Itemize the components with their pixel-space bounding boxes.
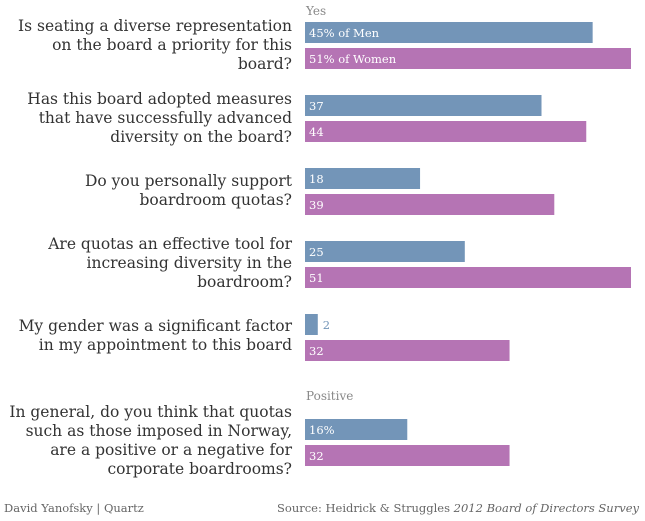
bar-q6-women [305, 445, 510, 466]
question-label-6: In general, do you think that quotas suc… [9, 403, 292, 478]
bar-label-q5-men: 2 [323, 318, 330, 332]
bar-label-q1-women: 51% of Women [309, 52, 397, 66]
bar-label-q3-women: 39 [309, 198, 324, 212]
bar-label-q2-men: 37 [309, 99, 324, 113]
bar-q2-women [305, 121, 587, 142]
question-label-3: Do you personally support boardroom quot… [84, 172, 292, 209]
source-title: 2012 Board of Directors Survey [453, 501, 639, 515]
bar-label-q2-women: 44 [309, 125, 324, 139]
bar-q4-men [305, 241, 465, 262]
bar-q1-women [305, 48, 631, 69]
question-label-2: Has this board adopted measures that hav… [27, 90, 292, 146]
bar-q5-women [305, 340, 510, 361]
bar-label-q3-men: 18 [309, 172, 324, 186]
bar-q2-men [305, 95, 542, 116]
question-label-4: Are quotas an effective tool for increas… [48, 235, 292, 291]
section-header-positive: Positive [306, 389, 354, 403]
bar-label-q4-men: 25 [309, 245, 324, 259]
source-text: Source: Heidrick & Struggles 2012 Board … [277, 501, 639, 515]
bar-label-q4-women: 51 [309, 271, 324, 285]
bar-q3-men [305, 168, 421, 189]
section-header-yes: Yes [306, 4, 327, 18]
bar-q4-women [305, 267, 631, 288]
question-label-5: My gender was a significant factor in my… [18, 317, 292, 354]
bar-label-q1-men: 45% of Men [309, 26, 380, 40]
bar-label-q5-women: 32 [309, 344, 324, 358]
credit-text: David Yanofsky | Quartz [4, 501, 144, 515]
source-prefix: Source: Heidrick & Struggles [277, 501, 454, 515]
bar-q3-women [305, 194, 555, 215]
bar-q1-men [305, 22, 593, 43]
bar-label-q6-women: 32 [309, 449, 324, 463]
bar-q6-men [305, 419, 408, 440]
bar-label-q6-men: 16% [309, 423, 335, 437]
question-label-1: Is seating a diverse representation on t… [18, 17, 292, 73]
bar-q5-men [305, 314, 318, 335]
